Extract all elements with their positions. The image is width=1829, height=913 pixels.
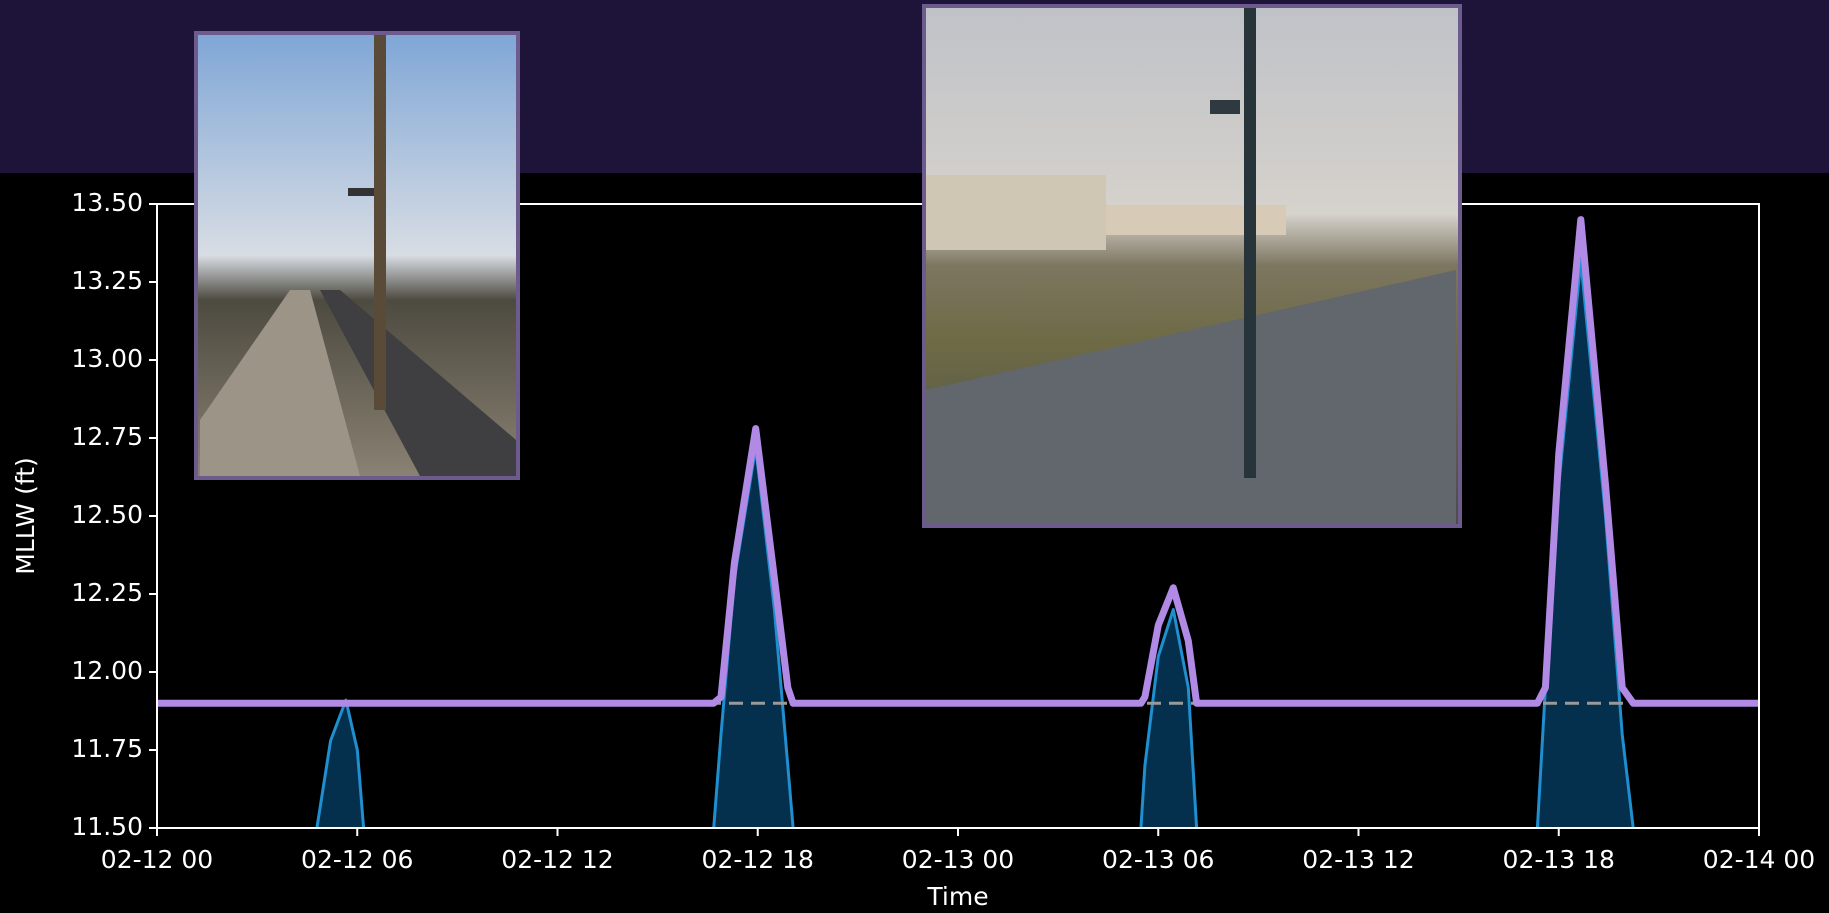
y-axis-label: MLLW (ft) [11,457,40,574]
photo-flooded-park [922,4,1462,528]
x-tick-label: 02-14 00 [1703,845,1815,874]
line [1139,608,1199,828]
y-tick-label: 12.00 [71,656,143,685]
y-tick-label: 13.00 [71,344,143,373]
series-group [157,216,1759,828]
area [1537,260,1634,828]
x-tick-label: 02-12 18 [702,845,814,874]
y-tick-label: 12.75 [71,422,143,451]
y-tick-label: 13.50 [71,188,143,217]
area [713,447,794,828]
x-tick-label: 02-13 06 [1102,845,1214,874]
y-tick-label: 11.75 [71,734,143,763]
line [157,216,1759,707]
photo-roadside [194,31,520,480]
y-tick-label: 13.25 [71,266,143,295]
x-tick-label: 02-13 00 [902,845,1014,874]
x-axis-label: Time [926,882,988,911]
y-tick-label: 11.50 [71,812,143,841]
x-tick-label: 02-13 12 [1302,845,1414,874]
x-tick-label: 02-12 12 [501,845,613,874]
x-tick-label: 02-13 18 [1503,845,1615,874]
x-tick-label: 02-12 00 [101,845,213,874]
y-tick-label: 12.25 [71,578,143,607]
plot-area: 11.50 11.75 12.00 12.25 12.50 12.75 13.00 13.25… [11,188,1815,911]
y-tick-label: 12.50 [71,500,143,529]
x-tick-label: 02-12 06 [301,845,413,874]
